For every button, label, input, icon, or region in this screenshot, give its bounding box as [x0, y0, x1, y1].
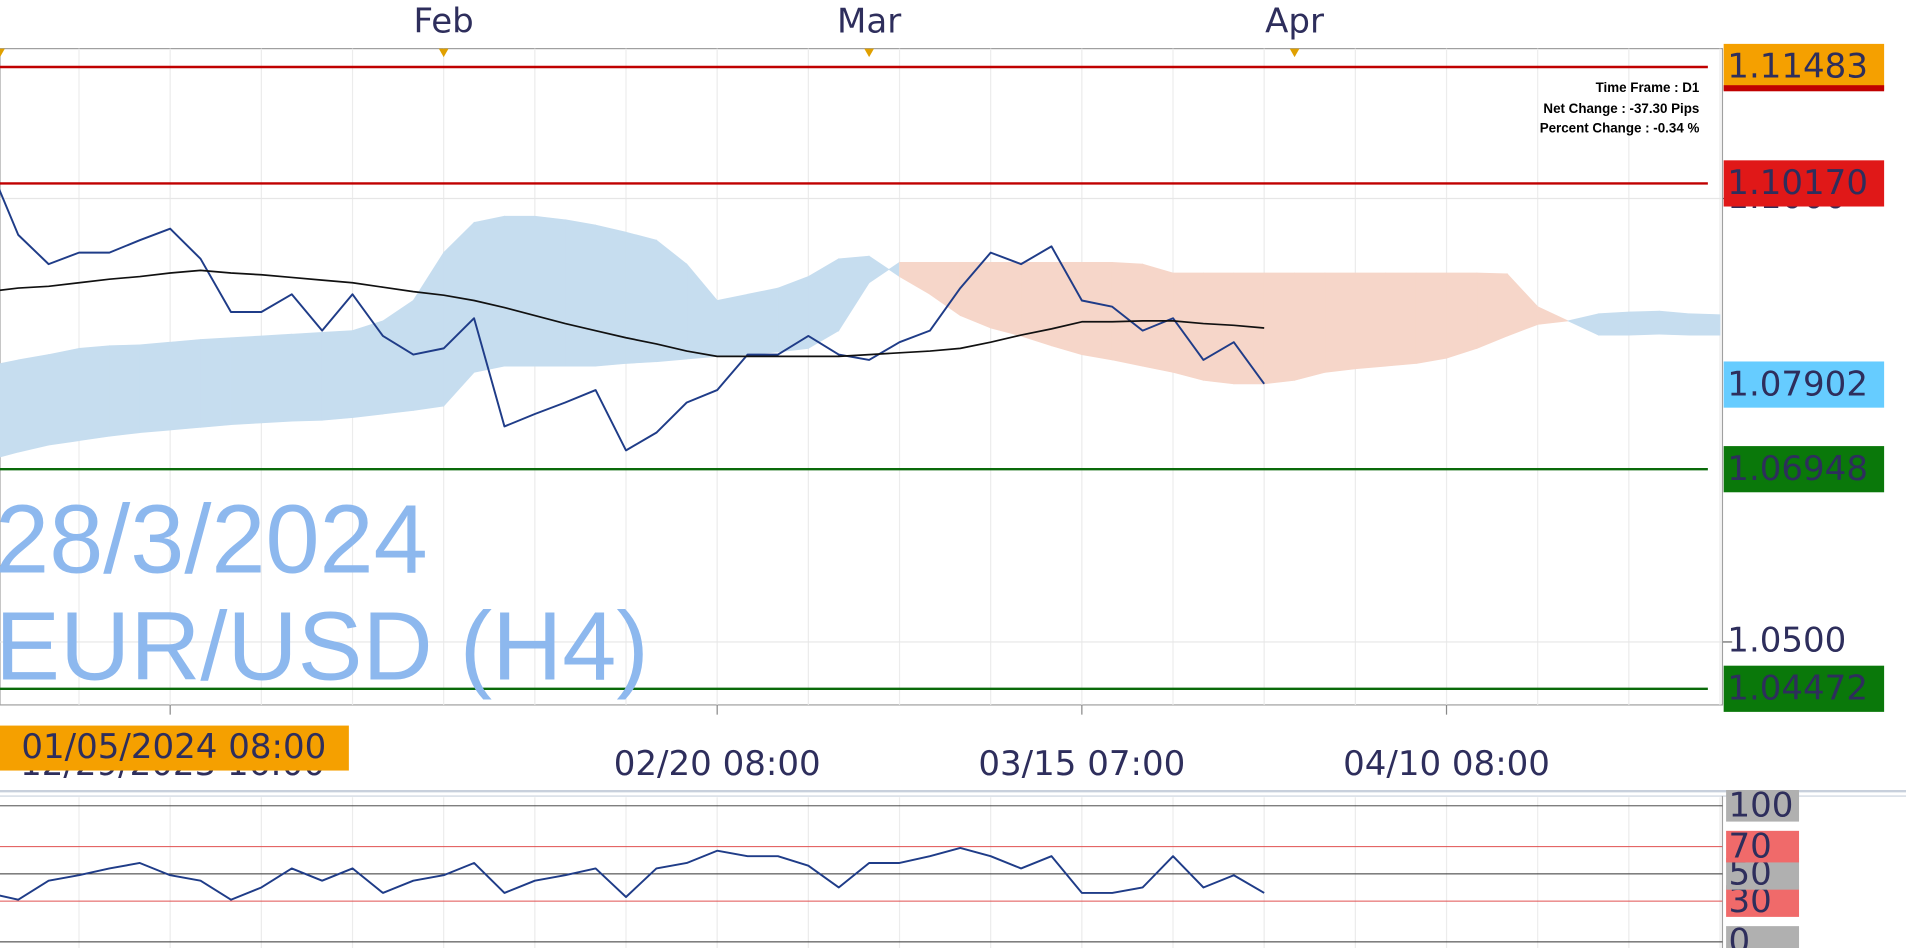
- ichimoku-cloud: [48, 347, 80, 446]
- ichimoku-cloud: [169, 339, 201, 431]
- ichimoku-cloud: [0, 359, 19, 458]
- level-box: [1723, 446, 1885, 493]
- crosshair-box: [0, 725, 349, 771]
- level-label: 1.04472: [1727, 668, 1868, 708]
- ichimoku-cloud: [1537, 306, 1570, 325]
- ichimoku-cloud: [17, 354, 49, 453]
- x-tick-label: 03/15 07:00: [978, 744, 1185, 784]
- month-label: Mar: [837, 2, 901, 42]
- level-label: 1.11483: [1727, 47, 1868, 87]
- ichimoku-cloud: [139, 341, 171, 434]
- ichimoku-cloud: [1051, 261, 1083, 356]
- x-tick-label: 04/10 08:00: [1343, 744, 1550, 784]
- rsi-tick-box: [1726, 790, 1800, 822]
- level-box-strip: [1723, 85, 1885, 92]
- ichimoku-cloud: [1111, 261, 1143, 367]
- info-net-change: Net Change : -37.30 Pips: [1543, 101, 1699, 116]
- rsi-tick-box: [1726, 885, 1800, 917]
- rsi-tick-label: 70: [1729, 826, 1772, 866]
- month-label: Feb: [414, 2, 474, 42]
- x-tick-label: 02/20 08:00: [614, 744, 821, 784]
- ichimoku-cloud: [504, 215, 536, 367]
- ichimoku-cloud: [78, 345, 110, 442]
- line-layer: [0, 188, 1265, 452]
- month-marker: [438, 48, 449, 58]
- watermark-date: 28/3/2024: [0, 485, 428, 594]
- ichimoku-cloud: [777, 276, 809, 353]
- price-line: [0, 188, 1265, 452]
- rsi-tick-label: 0: [1729, 922, 1751, 948]
- ichimoku-cloud: [1081, 261, 1113, 361]
- ichimoku-cloud: [1628, 310, 1660, 336]
- ichimoku-cloud: [473, 215, 505, 373]
- ichimoku-cloud: [200, 337, 232, 428]
- ichimoku-cloud: [1172, 272, 1204, 381]
- plot-frame: [0, 48, 1724, 706]
- level-box: [1723, 160, 1885, 207]
- ichimoku-cloud: [291, 332, 323, 422]
- level-label: 1.06948: [1727, 449, 1868, 489]
- level-box: [1723, 665, 1885, 712]
- ichimoku-cloud: [1294, 272, 1326, 381]
- ichimoku-cloud: [230, 335, 262, 426]
- ichimoku-cloud: [1324, 272, 1356, 373]
- month-label: Apr: [1265, 2, 1324, 42]
- rsi-tick-box: [1726, 830, 1800, 863]
- ichimoku-cloud: [534, 215, 566, 367]
- rsi-tick-box: [1726, 926, 1800, 948]
- ichimoku-cloud: [990, 261, 1022, 337]
- level-box: [1723, 361, 1885, 408]
- info-timeframe: Time Frame : D1: [1596, 80, 1700, 95]
- ichimoku-cloud: [1689, 313, 1721, 336]
- info-percent-change: Percent Change : -0.34 %: [1540, 120, 1700, 135]
- rsi-layer: [0, 847, 1265, 901]
- ichimoku-cloud: [564, 219, 596, 367]
- ichimoku-cloud: [382, 299, 414, 415]
- level-box: [1723, 43, 1885, 91]
- month-marker: [0, 48, 5, 58]
- month-marker: [864, 48, 874, 58]
- ichimoku-cloud: [716, 293, 748, 357]
- ichimoku-cloud: [1415, 272, 1447, 364]
- ichimoku-cloud: [747, 287, 779, 355]
- rsi-tick-label: 100: [1729, 786, 1794, 826]
- crosshair-label: 01/05/2024 08:00: [21, 727, 326, 767]
- ichimoku-cloud: [1446, 272, 1478, 359]
- ichimoku-cloud: [1142, 263, 1174, 373]
- cloud-layer: [0, 215, 1721, 458]
- ichimoku-cloud: [1658, 310, 1690, 336]
- ichimoku-cloud: [352, 320, 384, 418]
- level-label: 1.07902: [1727, 364, 1868, 404]
- ichimoku-cloud: [260, 333, 293, 424]
- y-tick-label: 1.0500: [1727, 620, 1846, 660]
- rsi-tick-box: [1726, 858, 1800, 890]
- ichimoku-cloud: [321, 330, 353, 421]
- ichimoku-cloud: [1385, 272, 1417, 367]
- ichimoku-cloud: [1598, 311, 1630, 336]
- month-marker: [1289, 48, 1300, 58]
- ichimoku-cloud: [1476, 272, 1508, 349]
- ichimoku-cloud: [1354, 272, 1387, 370]
- ichimoku-cloud: [109, 344, 141, 437]
- average-line: [0, 269, 1265, 358]
- ichimoku-cloud: [1203, 272, 1235, 385]
- ichimoku-cloud: [1263, 272, 1295, 385]
- level-label: 1.10170: [1727, 163, 1868, 203]
- watermark-symbol: EUR/USD (H4): [0, 592, 649, 701]
- ichimoku-cloud: [595, 224, 627, 367]
- price-line: [0, 847, 1265, 901]
- ichimoku-cloud: [1020, 261, 1052, 347]
